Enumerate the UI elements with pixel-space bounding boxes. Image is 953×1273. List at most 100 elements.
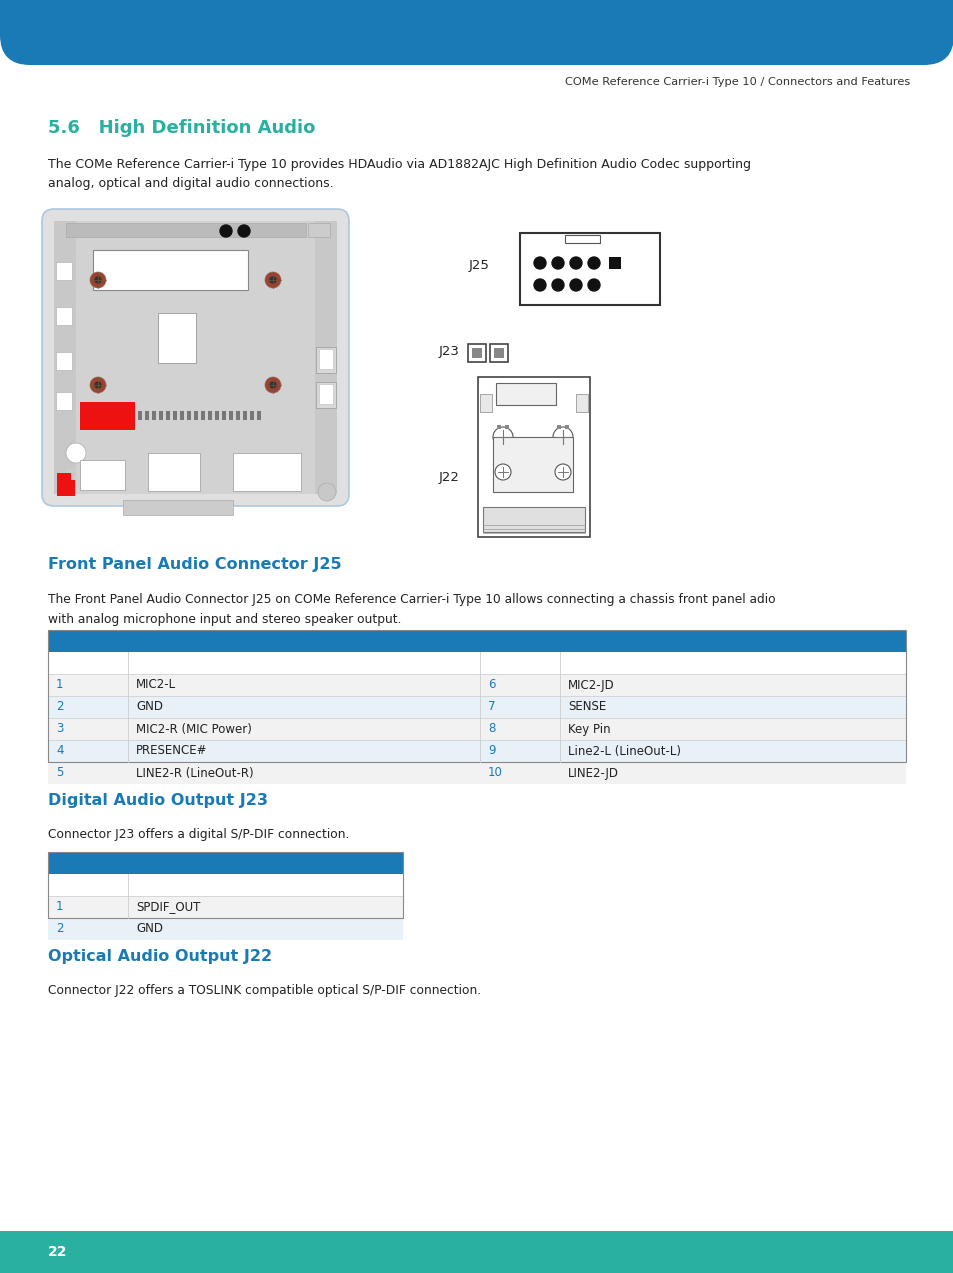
Bar (54, 222, 336, 494)
Text: Line2-L (LineOut-L): Line2-L (LineOut-L) (567, 745, 680, 757)
Text: LINE2-JD: LINE2-JD (567, 766, 618, 779)
Text: MIC2-R (MIC Power): MIC2-R (MIC Power) (136, 723, 252, 736)
Text: 5: 5 (56, 766, 63, 779)
Bar (256, 411, 261, 420)
Circle shape (66, 443, 86, 463)
Bar (56, 353, 71, 370)
FancyBboxPatch shape (0, 0, 953, 65)
Bar (148, 453, 200, 491)
Bar (92, 250, 248, 290)
Bar (66, 476, 76, 480)
Bar (608, 257, 620, 269)
Text: 8: 8 (488, 723, 495, 736)
Bar (318, 349, 333, 369)
Bar (54, 222, 76, 494)
Bar (48, 630, 905, 652)
Bar (214, 411, 219, 420)
Circle shape (220, 225, 232, 237)
Text: Connector J22 offers a TOSLINK compatible optical S/P-DIF connection.: Connector J22 offers a TOSLINK compatibl… (48, 984, 480, 997)
Bar (496, 383, 556, 405)
Text: 1: 1 (56, 900, 64, 914)
Bar (576, 395, 587, 412)
Circle shape (587, 257, 599, 269)
Circle shape (534, 279, 545, 292)
Bar (564, 425, 568, 429)
Text: 2: 2 (56, 700, 64, 713)
Bar (48, 763, 905, 784)
Bar (180, 411, 184, 420)
Bar (56, 262, 71, 280)
Bar (315, 348, 335, 373)
Bar (172, 411, 177, 420)
Bar (482, 507, 584, 532)
Bar (233, 453, 301, 491)
Bar (80, 402, 135, 430)
Bar (166, 411, 170, 420)
Text: Connector J23 offers a digital S/P-DIF connection.: Connector J23 offers a digital S/P-DIF c… (48, 827, 349, 841)
Text: 6: 6 (488, 679, 495, 691)
Circle shape (317, 482, 335, 502)
Circle shape (552, 257, 563, 269)
Text: Key Pin: Key Pin (567, 723, 610, 736)
Text: J25: J25 (469, 258, 490, 271)
Text: Pin: Pin (56, 857, 77, 869)
Bar (48, 918, 402, 939)
Bar (243, 411, 247, 420)
Bar (145, 411, 149, 420)
Bar (48, 852, 402, 875)
Bar (314, 222, 336, 494)
Bar (48, 696, 905, 718)
Text: The Front Panel Audio Connector J25 on COMe Reference Carrier-i Type 10 allows c: The Front Panel Audio Connector J25 on C… (48, 593, 775, 625)
FancyBboxPatch shape (42, 209, 349, 505)
Text: 7: 7 (488, 700, 495, 713)
Text: Pin: Pin (488, 634, 509, 648)
Circle shape (265, 272, 281, 288)
Text: LINE2-R (LineOut-R): LINE2-R (LineOut-R) (136, 766, 253, 779)
Bar (159, 411, 163, 420)
Text: GND: GND (136, 923, 163, 936)
Circle shape (493, 426, 513, 447)
Text: 9: 9 (488, 745, 495, 757)
Bar (468, 344, 485, 362)
Bar (48, 630, 905, 763)
Bar (519, 233, 659, 306)
Text: 3: 3 (56, 723, 63, 736)
Bar (158, 313, 195, 363)
Bar (56, 307, 71, 325)
Circle shape (90, 377, 106, 393)
Circle shape (569, 257, 581, 269)
Bar (187, 411, 191, 420)
Circle shape (495, 463, 511, 480)
Text: Optical Audio Output J22: Optical Audio Output J22 (48, 948, 272, 964)
Text: Digital Audio Output J23: Digital Audio Output J23 (48, 793, 268, 807)
Circle shape (555, 463, 571, 480)
Text: 5.6   High Definition Audio: 5.6 High Definition Audio (48, 118, 315, 137)
Text: 2: 2 (56, 923, 64, 936)
Bar (564, 236, 599, 243)
Bar (477, 377, 589, 537)
Bar (56, 392, 71, 410)
Bar (57, 480, 75, 496)
Bar (80, 460, 125, 490)
Circle shape (95, 382, 101, 388)
Bar (66, 223, 306, 237)
Text: J23 (S/PDIF out): J23 (S/PDIF out) (136, 857, 241, 869)
Bar (318, 384, 333, 404)
Bar (48, 852, 402, 918)
Bar (48, 718, 905, 740)
Bar (504, 425, 509, 429)
Bar (229, 411, 233, 420)
Text: MIC2-JD: MIC2-JD (567, 679, 614, 691)
Bar (57, 474, 71, 481)
Bar (235, 411, 240, 420)
Text: SPDIF_OUT: SPDIF_OUT (136, 900, 200, 914)
Circle shape (90, 272, 106, 288)
Circle shape (553, 426, 573, 447)
Bar (193, 411, 198, 420)
Bar (493, 437, 573, 491)
Text: Front Panel Audio Connector J25: Front Panel Audio Connector J25 (48, 558, 341, 573)
Circle shape (265, 377, 281, 393)
Circle shape (95, 278, 101, 283)
Text: Description: Description (567, 634, 643, 648)
Circle shape (534, 257, 545, 269)
